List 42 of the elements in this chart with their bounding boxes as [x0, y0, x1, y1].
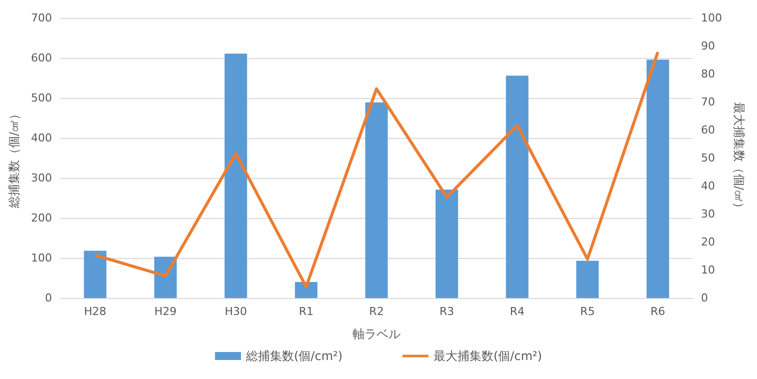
x-axis-title: 軸ラベル — [352, 327, 400, 341]
bar — [294, 282, 318, 298]
y-axis-title: 総捕集数（個/㎠） — [7, 108, 21, 210]
x-tick-label: R1 — [298, 305, 314, 318]
y2-tick-label: 30 — [701, 208, 715, 220]
y2-tick-label: 60 — [701, 124, 715, 136]
x-tick-label: R6 — [650, 305, 666, 318]
x-tick-label: R5 — [580, 305, 595, 318]
x-tick-label: R4 — [510, 305, 524, 318]
bar — [84, 250, 106, 298]
y-tick-label: 300 — [31, 172, 52, 184]
y2-tick-label: 80 — [701, 68, 715, 80]
y-tick-label: 100 — [31, 252, 52, 264]
y2-tick-label: 100 — [701, 12, 722, 24]
y2-tick-label: 70 — [701, 96, 715, 108]
y-tick-label: 200 — [31, 212, 52, 224]
y2-tick-label: 40 — [701, 180, 715, 192]
y-tick-label: 400 — [31, 132, 52, 144]
legend-label: 総捕集数(個/cm²) — [244, 349, 343, 363]
x-tick-label: H30 — [224, 305, 247, 318]
y2-axis-title: 最大捕集数（個/㎠） — [732, 102, 746, 214]
y2-tick-label: 10 — [701, 264, 715, 276]
bar — [576, 260, 599, 298]
x-tick-label: R3 — [440, 305, 454, 318]
legend-label: 最大捕集数(個/cm²) — [434, 349, 542, 363]
bar — [646, 60, 670, 298]
x-tick-label: R2 — [369, 305, 384, 318]
y-tick-label: 600 — [31, 52, 52, 64]
y-tick-label: 700 — [31, 12, 52, 24]
bar — [365, 102, 388, 298]
bar — [506, 76, 528, 298]
bar — [224, 54, 248, 298]
y-tick-label: 0 — [45, 292, 52, 304]
bar — [436, 190, 458, 298]
line-series — [94, 50, 660, 288]
y2-tick-label: 90 — [701, 40, 715, 52]
x-tick-label: H28 — [84, 305, 106, 318]
y2-tick-label: 50 — [701, 152, 715, 164]
y-tick-label: 500 — [31, 92, 52, 104]
y2-tick-label: 20 — [701, 236, 715, 248]
x-tick-label: H29 — [154, 305, 177, 318]
y2-tick-label: 0 — [701, 292, 708, 304]
